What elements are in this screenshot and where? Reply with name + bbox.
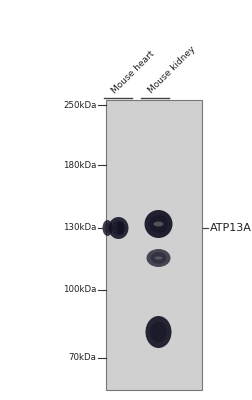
- Text: 100kDa: 100kDa: [63, 286, 96, 294]
- Ellipse shape: [144, 210, 172, 238]
- Ellipse shape: [104, 223, 110, 233]
- Ellipse shape: [108, 217, 128, 239]
- Text: Mouse heart: Mouse heart: [110, 49, 156, 95]
- Text: 70kDa: 70kDa: [68, 354, 96, 362]
- Text: 250kDa: 250kDa: [63, 100, 96, 110]
- Ellipse shape: [116, 221, 124, 235]
- Ellipse shape: [146, 249, 170, 267]
- Text: 130kDa: 130kDa: [63, 224, 96, 232]
- Text: Mouse kidney: Mouse kidney: [147, 44, 197, 95]
- Text: ATP13A1: ATP13A1: [209, 223, 252, 233]
- Ellipse shape: [149, 322, 166, 342]
- Ellipse shape: [112, 221, 124, 235]
- Ellipse shape: [102, 220, 112, 236]
- Ellipse shape: [145, 316, 171, 348]
- Ellipse shape: [153, 222, 163, 226]
- Bar: [106, 100, 201, 390]
- Text: 180kDa: 180kDa: [63, 160, 96, 170]
- Ellipse shape: [149, 215, 167, 233]
- Ellipse shape: [150, 252, 166, 264]
- Ellipse shape: [117, 224, 123, 232]
- Ellipse shape: [154, 256, 162, 260]
